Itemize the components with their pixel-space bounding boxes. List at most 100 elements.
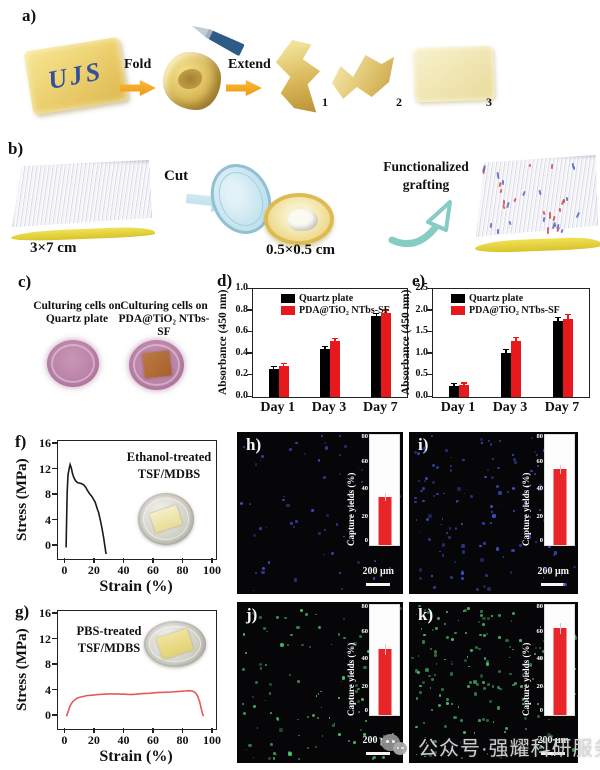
inset-y-ticks: 0 20 40 60 80 — [356, 433, 369, 546]
x-axis-label: Strain (%) — [99, 748, 173, 765]
cell-dot — [504, 731, 506, 733]
cell-dot — [252, 756, 254, 759]
cell-dot — [544, 567, 547, 571]
inset-tick-label: 80 — [536, 433, 544, 440]
capture-yield-inset: Capture yields (%) 0 20 40 60 80 — [346, 603, 400, 716]
x-tick-mark — [122, 558, 125, 563]
cell-dot — [435, 465, 439, 469]
cell-dot — [491, 615, 494, 617]
cell-dot — [512, 486, 516, 490]
cell-dot — [323, 528, 327, 532]
inset-y-axis-label: Capture yields (%) — [346, 472, 356, 546]
cell-dot — [464, 749, 467, 752]
cell-dot — [512, 649, 514, 651]
cell-dot — [449, 464, 453, 468]
cell-dot — [332, 724, 335, 727]
cell-dot — [268, 756, 272, 761]
cell-dot — [422, 721, 426, 724]
y-tick-mark — [247, 309, 252, 311]
graft-speck — [501, 179, 504, 185]
cell-dot — [539, 656, 542, 660]
cell-dot — [497, 504, 500, 507]
graft-speck — [571, 163, 575, 169]
cell-dot — [411, 656, 414, 660]
tweezers-icon — [189, 20, 245, 56]
cell-dot — [307, 715, 310, 718]
cell-dot — [492, 721, 495, 723]
cell-dot — [480, 558, 484, 562]
cell-dot — [468, 665, 470, 668]
cell-dot — [354, 683, 359, 688]
cell-dot — [440, 523, 442, 526]
cell-dot — [262, 626, 267, 631]
cell-dot — [358, 467, 360, 470]
cell-dot — [333, 722, 335, 725]
cell-dot — [330, 643, 333, 646]
cell-dot — [317, 459, 320, 462]
cell-dot — [416, 670, 420, 674]
cell-dot — [504, 727, 509, 731]
graft-speck — [548, 211, 552, 219]
cell-dot — [338, 473, 341, 476]
cell-dot — [253, 534, 257, 538]
cell-dot — [461, 569, 464, 572]
scalebar-label: 200 μm — [362, 566, 395, 577]
inset-tick-label: 40 — [361, 485, 369, 492]
y-tick-mark — [247, 373, 252, 376]
cell-dot — [466, 656, 469, 658]
y-tick-mark — [52, 637, 57, 640]
legend-row: PDA@TiO₂ NTbs-SF — [451, 304, 560, 316]
x-tick-label: 60 — [146, 733, 159, 747]
error-cap — [280, 362, 287, 365]
cell-dot — [260, 455, 264, 459]
legend-swatch — [281, 293, 295, 303]
bar — [268, 368, 279, 397]
x-axis-label: Strain (%) — [99, 578, 173, 595]
cell-dot — [420, 489, 423, 493]
cell-dot — [499, 757, 503, 760]
bar — [320, 349, 330, 397]
cell-dot — [431, 628, 434, 631]
cell-dot — [427, 610, 431, 614]
scalebar-label: 200 μm — [362, 735, 395, 746]
cell-dot — [314, 745, 318, 749]
panel-b-label: b) — [8, 139, 24, 158]
cell-dot — [417, 655, 419, 657]
cell-dot — [470, 495, 473, 499]
cell-dot — [433, 650, 438, 654]
cell-dot — [453, 716, 457, 720]
cell-dot — [490, 505, 494, 509]
inset-tick-label: 20 — [361, 682, 369, 690]
inset-tick-label: 0 — [539, 707, 543, 714]
inset-error-bar — [384, 643, 386, 655]
cell-dot — [490, 521, 493, 524]
scalebar-label: 200 μm — [537, 566, 570, 577]
legend-row: PDA@TiO₂ NTbs-SF — [281, 304, 390, 316]
y-tick-mark — [427, 309, 432, 311]
cell-dot — [288, 752, 292, 756]
cell-dot — [496, 547, 500, 551]
cell-dot — [331, 551, 335, 555]
error-cap — [513, 337, 519, 339]
cell-dot — [243, 445, 246, 449]
cell-dot — [340, 587, 343, 590]
d-plot-area: Quartz plate PDA@TiO₂ NTbs-SF — [252, 288, 408, 398]
cell-dot — [340, 681, 342, 683]
error-cap — [565, 314, 571, 316]
cell-dot — [438, 550, 441, 553]
cell-dot — [450, 575, 453, 579]
cell-dot — [398, 607, 402, 611]
cell-dot — [264, 699, 267, 702]
y-tick-mark — [52, 544, 57, 546]
cell-dot — [491, 685, 495, 689]
cell-dot — [490, 510, 493, 513]
cell-dot — [370, 736, 372, 739]
cell-dot — [268, 692, 272, 695]
error-bar — [375, 313, 377, 319]
cell-dot — [548, 545, 552, 549]
cell-dot — [478, 647, 481, 651]
y-tick-label: 0.2 — [235, 368, 249, 380]
extend-arrow-icon — [226, 80, 262, 96]
d-y-axis-label: Absorbance (450 nm) — [217, 289, 229, 395]
panel-d-label: d) — [217, 271, 233, 290]
